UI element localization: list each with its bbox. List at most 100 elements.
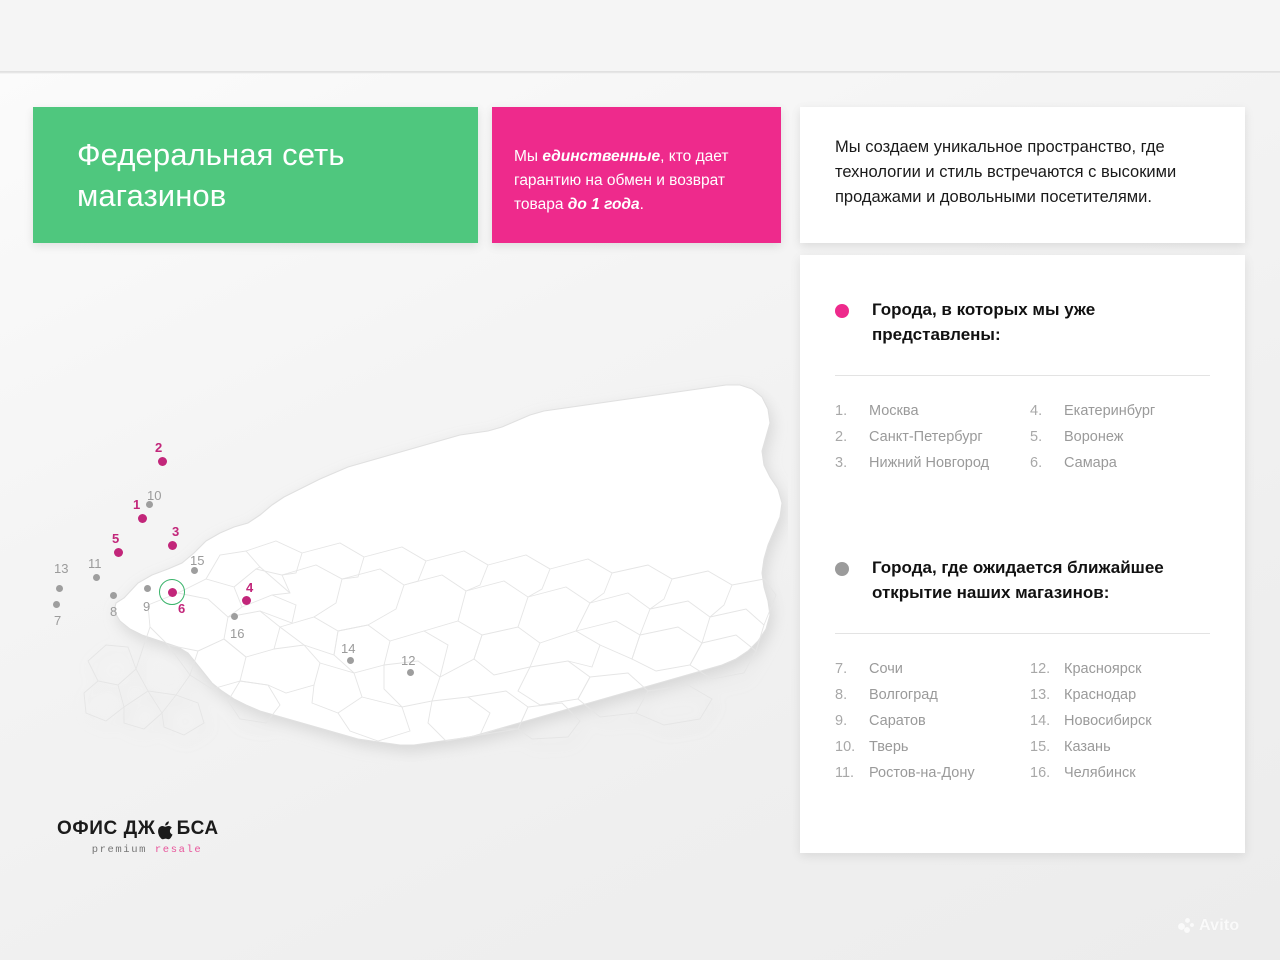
city-list-item: 1. Москва	[835, 403, 1030, 419]
city-name: Краснодар	[1064, 687, 1137, 703]
logo-tagline-resale: resale	[154, 844, 203, 856]
map-marker-2[interactable]	[157, 456, 167, 466]
city-list-upcoming: 7. Сочи 8. Волгоград 9. Саратов 10. Тверь 11. Рос…	[835, 661, 1225, 791]
map-outline	[113, 384, 783, 746]
lead-text-card: Мы создаем уникальное пространство, где …	[800, 107, 1245, 243]
city-column: 7. Сочи 8. Волгоград 9. Саратов 10. Тверь 11. Рос…	[835, 661, 1030, 791]
city-list-item: 5. Воронеж	[1030, 429, 1225, 445]
legend-section-present: Города, в которых мы уже представлены: 1…	[800, 297, 1245, 471]
guarantee-pre: Мы	[514, 148, 543, 165]
map-marker-10[interactable]	[145, 500, 153, 508]
guarantee-emphasis-2: до 1 года	[567, 196, 640, 213]
city-column: 12. Красноярск 13. Краснодар 14. Новосибирск 1…	[1030, 661, 1225, 791]
city-list-item: 2. Санкт-Петербург	[835, 429, 1030, 445]
map-marker-label-5: 5	[112, 531, 120, 546]
map-marker-8[interactable]	[109, 591, 117, 599]
map-marker-label-13: 13	[54, 561, 69, 576]
city-number: 7.	[835, 661, 848, 677]
guarantee-end: .	[639, 196, 644, 213]
city-name: Казань	[1064, 739, 1111, 755]
city-name: Самара	[1064, 455, 1117, 471]
legend-section-upcoming: Города, где ожидается ближайшее открытие…	[800, 555, 1245, 781]
city-name: Новосибирск	[1064, 713, 1152, 729]
legend-header-upcoming: Города, где ожидается ближайшее открытие…	[800, 555, 1245, 605]
legend-dot-pink-icon	[835, 304, 849, 318]
city-column: 1. Москва 2. Санкт-Петербург 3. Нижний Новгор…	[835, 403, 1030, 481]
guarantee-emphasis-1: единственные	[542, 148, 661, 165]
map-marker-label-7: 7	[54, 613, 62, 628]
city-name: Воронеж	[1064, 429, 1124, 445]
legend-divider-upcoming	[835, 633, 1210, 634]
avito-wordmark: Avito	[1199, 917, 1240, 934]
map-marker-11[interactable]	[92, 573, 100, 581]
legend-title-upcoming: Города, где ожидается ближайшее открытие…	[872, 558, 1164, 602]
city-number: 6.	[1030, 455, 1043, 471]
city-number: 1.	[835, 403, 848, 419]
city-column: 4. Екатеринбург 5. Воронеж 6. Самара	[1030, 403, 1225, 481]
city-number: 2.	[835, 429, 848, 445]
green-banner: Федеральная сеть магазинов	[33, 107, 478, 243]
marker-highlight-ring	[159, 579, 185, 605]
legend-title-present: Города, в которых мы уже представлены:	[872, 300, 1096, 344]
city-number: 5.	[1030, 429, 1043, 445]
guarantee-text: Мы единственные, кто дает гарантию на об…	[514, 145, 764, 217]
map-marker-label-2: 2	[155, 440, 163, 455]
logo-tagline-premium: premium	[91, 844, 147, 856]
city-list-item: 16. Челябинск	[1030, 765, 1225, 781]
city-list-item: 13. Краснодар	[1030, 687, 1225, 703]
page-title: Федеральная сеть магазинов	[77, 137, 345, 213]
city-name: Нижний Новгород	[869, 455, 990, 471]
city-list-item: 9. Саратов	[835, 713, 1030, 729]
map-marker-15[interactable]	[190, 566, 198, 574]
map-marker-label-11: 11	[88, 556, 102, 571]
pink-guarantee-banner: Мы единственные, кто дает гарантию на об…	[492, 107, 781, 243]
map-marker-label-6: 6	[178, 601, 186, 616]
lead-text: Мы создаем уникальное пространство, где …	[835, 138, 1177, 206]
city-list-present: 1. Москва 2. Санкт-Петербург 3. Нижний Новгор…	[835, 403, 1225, 481]
map-marker-1[interactable]	[137, 513, 147, 523]
map-marker-14[interactable]	[346, 656, 354, 664]
city-number: 14.	[1030, 713, 1051, 729]
map-marker-13[interactable]	[55, 584, 63, 592]
map-marker-3[interactable]	[167, 540, 177, 550]
legend-panel: Города, в которых мы уже представлены: 1…	[800, 255, 1245, 853]
city-list-item: 3. Нижний Новгород	[835, 455, 1030, 471]
avito-watermark: Avito	[1178, 917, 1239, 935]
map-marker-7[interactable]	[52, 600, 60, 608]
city-number: 13.	[1030, 687, 1051, 703]
logo-part2: БСА	[176, 818, 219, 839]
logo-wordmark: ОФИС ДЖ БСА	[57, 818, 237, 840]
city-name: Челябинск	[1064, 765, 1136, 781]
city-name: Тверь	[869, 739, 909, 755]
map-marker-6[interactable]	[167, 587, 177, 597]
map-marker-4[interactable]	[241, 595, 251, 605]
map-marker-label-10: 10	[147, 488, 162, 503]
map-marker-label-4: 4	[246, 580, 254, 595]
city-number: 11.	[835, 765, 855, 781]
map-region-borders	[83, 540, 777, 742]
city-number: 3.	[835, 455, 848, 471]
map-marker-label-12: 12	[401, 653, 416, 668]
city-number: 15.	[1030, 739, 1051, 755]
city-name: Екатеринбург	[1064, 403, 1156, 419]
city-number: 4.	[1030, 403, 1043, 419]
top-divider	[0, 71, 1280, 73]
russia-map-svg	[83, 384, 783, 746]
map-marker-9[interactable]	[143, 584, 151, 592]
map-marker-label-15: 15	[190, 553, 205, 568]
city-name: Санкт-Петербург	[869, 429, 983, 445]
city-list-item: 12. Красноярск	[1030, 661, 1225, 677]
city-list-item: 10. Тверь	[835, 739, 1030, 755]
map-marker-5[interactable]	[113, 547, 123, 557]
map-marker-label-1: 1	[133, 497, 141, 512]
map-marker-12[interactable]	[406, 668, 414, 676]
legend-divider-present	[835, 375, 1210, 376]
city-number: 12.	[1030, 661, 1051, 677]
city-name: Ростов-на-Дону	[869, 765, 975, 781]
logo: ОФИС ДЖ БСА premium resale	[57, 818, 237, 856]
map-marker-16[interactable]	[230, 612, 238, 620]
city-list-item: 11. Ростов-на-Дону	[835, 765, 1030, 781]
city-number: 8.	[835, 687, 848, 703]
city-number: 10.	[835, 739, 856, 755]
map-marker-label-14: 14	[341, 641, 356, 656]
